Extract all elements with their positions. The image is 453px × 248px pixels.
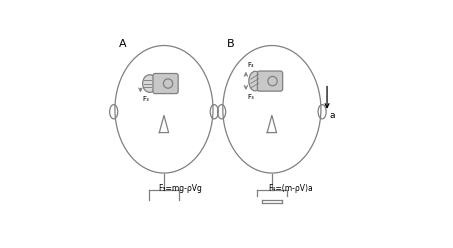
Ellipse shape <box>143 75 157 92</box>
Text: F₄: F₄ <box>247 62 254 68</box>
Text: F₄=(m-ρV)a: F₄=(m-ρV)a <box>268 184 313 193</box>
Ellipse shape <box>249 71 261 91</box>
Text: F₃=mg-ρVg: F₃=mg-ρVg <box>158 184 202 193</box>
FancyBboxPatch shape <box>153 73 178 93</box>
Text: A: A <box>119 39 126 49</box>
Text: F₃: F₃ <box>142 96 149 102</box>
Text: F₃: F₃ <box>247 94 254 100</box>
Text: B: B <box>226 39 234 49</box>
Text: a: a <box>329 111 335 120</box>
FancyBboxPatch shape <box>257 71 283 91</box>
